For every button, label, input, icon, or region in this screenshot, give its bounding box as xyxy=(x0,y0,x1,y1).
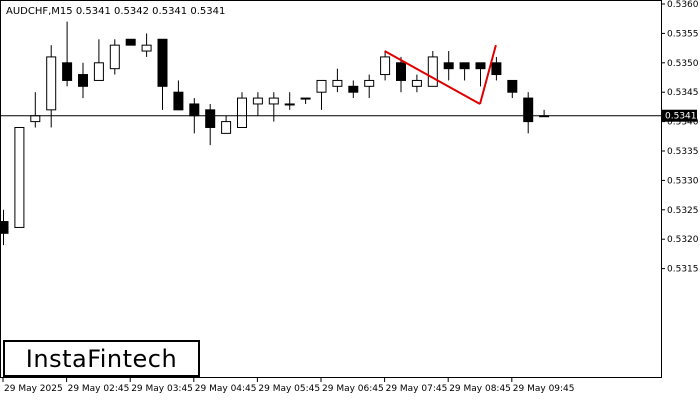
candle xyxy=(268,92,279,122)
candle-body-bullish xyxy=(380,56,391,76)
x-tick-label: 29 May 06:45 xyxy=(322,384,384,394)
candle-body-bullish xyxy=(93,62,104,81)
y-axis: 0.5360 0.5355 0.5350 0.5345 0.5340 0.5335 0.53… xyxy=(661,0,699,275)
candle-body-bearish xyxy=(507,79,518,93)
candle-body-bearish xyxy=(475,62,486,70)
candle-body-bearish xyxy=(173,91,184,111)
candle-body-bullish xyxy=(332,79,343,87)
candle xyxy=(109,39,120,75)
instafintech-logo: InstaFintech xyxy=(3,340,200,377)
candle xyxy=(348,80,359,99)
x-tick-label: 29 May 08:45 xyxy=(449,384,511,394)
candle xyxy=(252,92,263,116)
candle-body-bullish xyxy=(284,103,295,106)
candle xyxy=(284,92,295,110)
logo-text: InstaFintech xyxy=(25,344,178,373)
candle-body-bearish xyxy=(62,62,73,81)
candle-body-bullish xyxy=(46,56,57,111)
candle-body-bullish xyxy=(141,44,152,52)
y-tick-label: 0.5360 xyxy=(667,0,699,10)
candle xyxy=(523,92,534,134)
x-tick-label: 29 May 07:45 xyxy=(386,384,448,394)
candle xyxy=(205,103,216,146)
candle-body-bullish xyxy=(300,97,311,100)
candle-body-bullish xyxy=(364,79,375,87)
candle xyxy=(46,45,57,128)
candle xyxy=(141,33,152,57)
pattern-line xyxy=(384,50,481,105)
candle xyxy=(0,209,9,246)
y-tick-label: 0.5345 xyxy=(667,88,699,98)
pattern-layer xyxy=(384,44,497,105)
candles-layer xyxy=(0,21,550,246)
candle-body-bearish xyxy=(459,62,470,70)
y-tick-label: 0.5350 xyxy=(667,59,699,69)
candle xyxy=(93,39,104,81)
candle-body-bearish xyxy=(443,62,454,70)
candle-body-bearish xyxy=(396,62,406,81)
candle xyxy=(491,56,502,81)
candle xyxy=(157,38,168,110)
candle xyxy=(459,62,470,81)
candle-body-bullish xyxy=(14,126,25,228)
candle xyxy=(221,115,232,134)
candle xyxy=(62,21,73,87)
candle xyxy=(364,74,375,99)
candle-body-bullish xyxy=(221,121,232,134)
y-tick-label: 0.5340 xyxy=(667,118,699,128)
x-tick-label: 29 May 09:45 xyxy=(513,384,575,394)
candle xyxy=(14,126,25,228)
candle xyxy=(237,92,247,128)
candle-body-bearish xyxy=(125,38,136,46)
y-tick-label: 0.5325 xyxy=(667,206,699,216)
candle xyxy=(316,79,327,110)
y-tick-label: 0.5320 xyxy=(667,235,699,245)
x-axis: 29 May 2025 29 May 02:45 29 May 03:45 29 Ma… xyxy=(2,377,575,394)
candle xyxy=(78,62,88,99)
candle xyxy=(507,79,518,99)
current-price-label: 0.5341 xyxy=(665,112,697,122)
y-tick-label: 0.5335 xyxy=(667,147,699,157)
candle-body-bullish xyxy=(268,97,279,105)
candle-body-bearish xyxy=(205,109,216,128)
candle-body-bullish xyxy=(316,79,327,93)
candle xyxy=(380,51,391,81)
candle-body-bullish xyxy=(30,115,41,123)
candle-body-bullish xyxy=(411,79,422,87)
candle-body-bearish xyxy=(189,103,200,117)
candle xyxy=(125,38,136,46)
pattern-line xyxy=(479,44,497,105)
candle-body-bearish xyxy=(78,74,88,87)
candle-body-bullish xyxy=(237,97,247,128)
x-tick-label: 29 May 2025 xyxy=(4,384,63,394)
candle-body-bullish xyxy=(252,97,263,105)
candle xyxy=(332,68,343,93)
candle xyxy=(475,62,486,87)
y-tick-label: 0.5355 xyxy=(667,29,699,39)
candle xyxy=(396,56,406,93)
candle-body-bearish xyxy=(491,62,502,76)
candle-body-bearish xyxy=(348,85,359,93)
x-tick-label: 29 May 03:45 xyxy=(131,384,193,394)
candle-body-bullish xyxy=(427,56,438,87)
candle-body-bearish xyxy=(523,97,534,123)
candle xyxy=(411,74,422,93)
plot-area-frame xyxy=(0,0,662,378)
candle xyxy=(300,97,311,104)
x-tick-label: 29 May 04:45 xyxy=(195,384,257,394)
chart-title: AUDCHF,M15 0.5341 0.5342 0.5341 0.5341 xyxy=(6,6,225,17)
candle xyxy=(427,51,438,87)
candle xyxy=(173,80,184,111)
candle-body-bearish xyxy=(0,221,9,234)
y-tick-label: 0.5330 xyxy=(667,176,699,186)
current-price-marker: 0.5341 xyxy=(662,109,697,122)
x-tick-label: 29 May 02:45 xyxy=(68,384,130,394)
candle-body-bearish xyxy=(157,38,168,87)
y-tick-label: 0.5315 xyxy=(667,265,699,275)
candle xyxy=(443,51,454,81)
candle-body-bullish xyxy=(109,44,120,70)
x-tick-label: 29 May 05:45 xyxy=(258,384,320,394)
